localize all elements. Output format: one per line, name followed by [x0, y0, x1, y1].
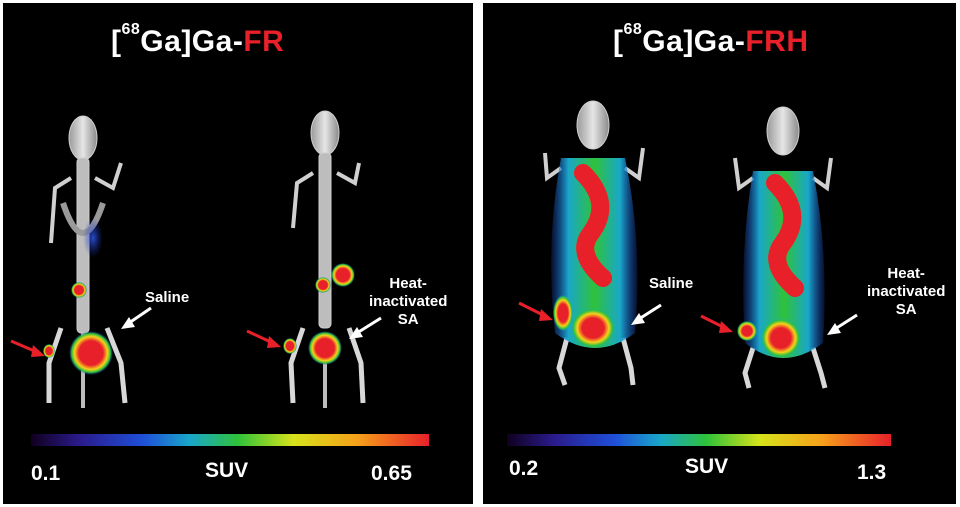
mouse-2-kidney-uptake	[331, 263, 355, 287]
mouse-1-label: Saline	[145, 289, 190, 306]
figure-frame: [68Ga]Ga-FR	[3, 3, 956, 504]
scale-label-fr: SUV	[205, 459, 249, 482]
white-arrow-mouse-2	[349, 316, 382, 339]
red-arrow-mouse-1	[10, 339, 45, 357]
white-arrow-mouse-1	[121, 306, 152, 329]
red-arrow-mouse-2	[246, 329, 281, 348]
white-arrow-mouse-4	[827, 313, 858, 335]
mouse-3-skeleton	[543, 100, 645, 386]
mouse-4-organ-uptake	[766, 174, 804, 297]
colorbar-fr	[31, 434, 429, 446]
mouse-4-infection-site	[737, 321, 757, 341]
mouse-4-skeleton	[733, 106, 833, 389]
mouse-3-bladder-uptake	[571, 308, 615, 348]
mouse-2-kidney2-uptake	[315, 277, 331, 293]
mouse-1-kidney-uptake	[71, 282, 87, 298]
mouse-1-infection-site	[43, 344, 55, 358]
scale-min-frh: 0.2	[509, 457, 539, 480]
panel-divider	[473, 3, 483, 504]
scale-max-fr: 0.65	[371, 462, 412, 485]
pet-images-fr	[10, 110, 382, 408]
pet-images-frh	[518, 100, 858, 389]
mouse-1-bladder-uptake	[69, 331, 113, 375]
mouse-2-bladder-uptake	[308, 331, 342, 365]
red-arrow-mouse-3	[518, 301, 553, 321]
white-arrow-mouse-3	[631, 303, 662, 325]
mouse-1-liver-uptake	[83, 218, 103, 258]
mouse-2-infection-site	[283, 338, 297, 354]
panel-frh: [68Ga]Ga-FRH	[483, 3, 956, 504]
scale-label-frh: SUV	[685, 455, 729, 478]
mouse-3-label: Saline	[649, 275, 694, 292]
panel-title-fr: [68Ga]Ga-FR	[111, 21, 285, 58]
mouse-3-infection-site	[553, 295, 573, 331]
mouse-4-bladder-uptake	[761, 318, 801, 358]
red-arrow-mouse-4	[700, 314, 733, 333]
mouse-3-organ-uptake	[574, 164, 612, 287]
mouse-2-label: Heat- inactivated SA	[369, 275, 448, 328]
panel-fr: [68Ga]Ga-FR	[3, 3, 473, 504]
colorbar-frh	[507, 434, 891, 446]
panel-title-frh: [68Ga]Ga-FRH	[613, 21, 809, 58]
scale-min-fr: 0.1	[31, 462, 61, 485]
scale-max-frh: 1.3	[857, 461, 887, 484]
mouse-4-label: Heat- inactivated SA	[867, 265, 946, 318]
